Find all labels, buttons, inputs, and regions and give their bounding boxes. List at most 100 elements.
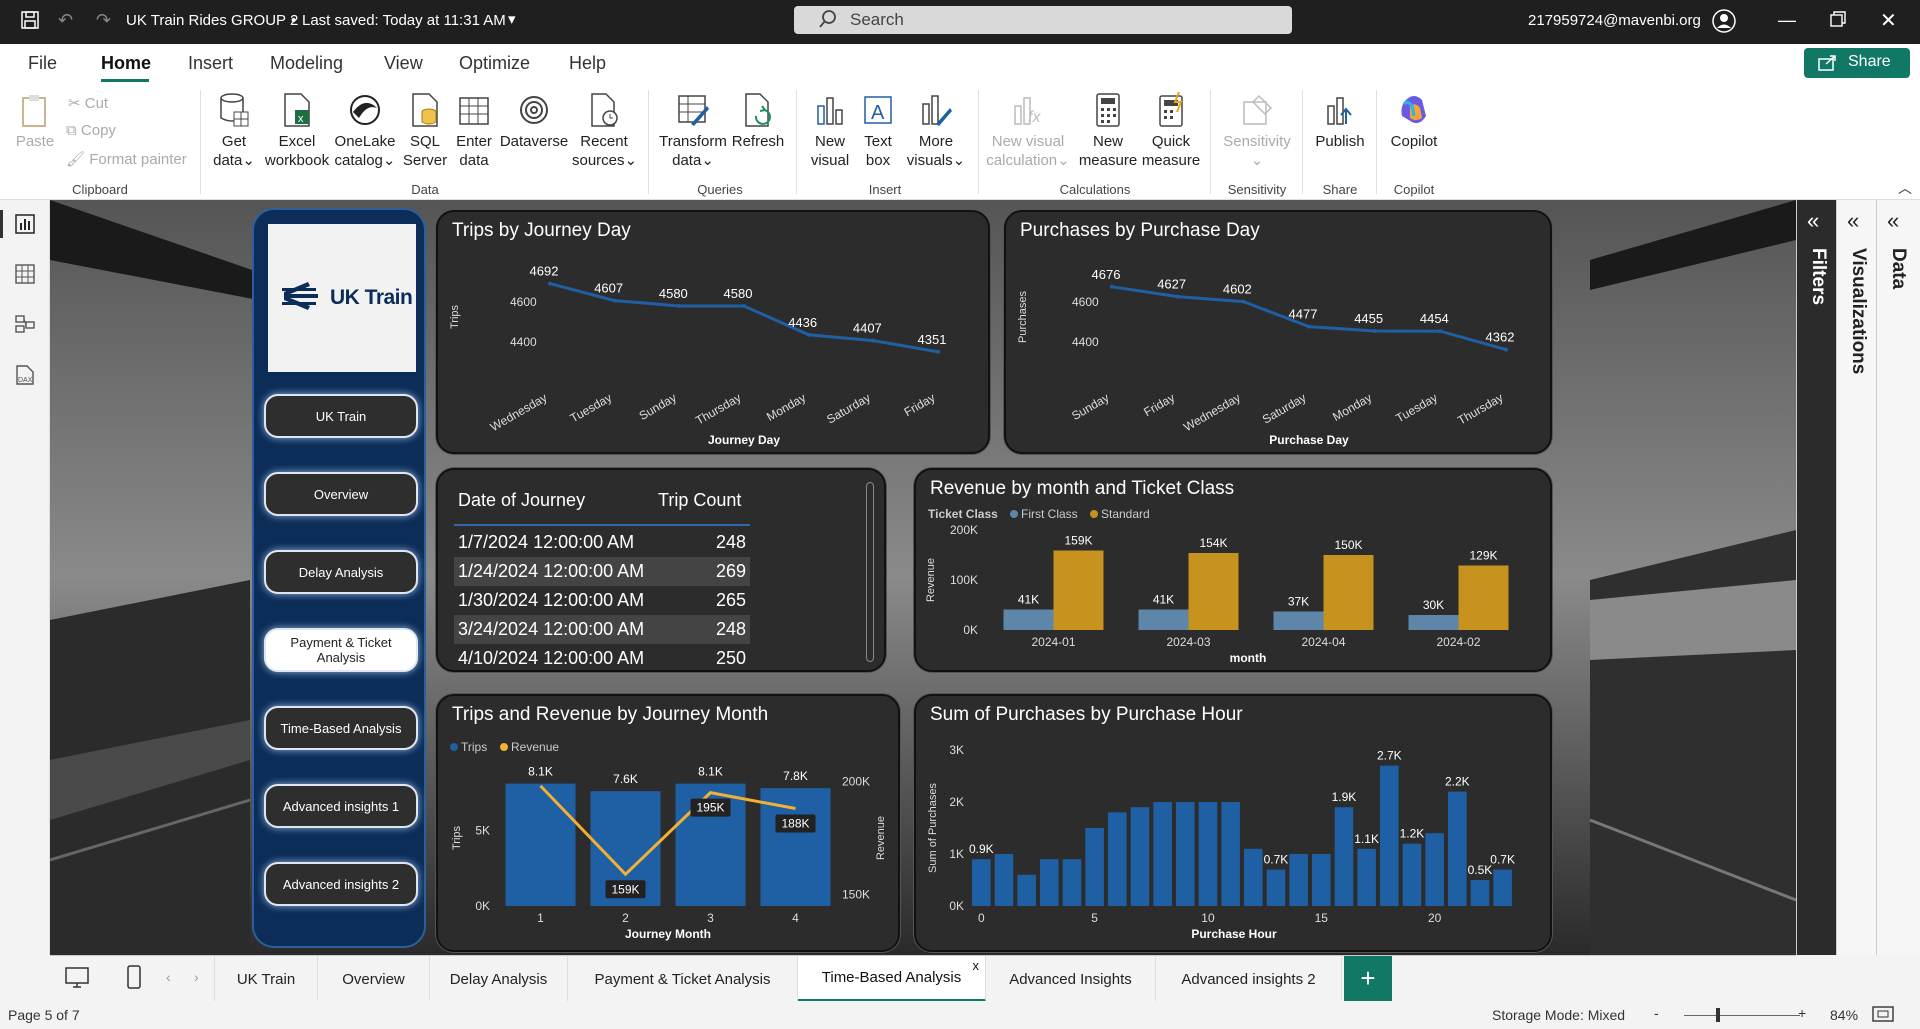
date-trip-table-card[interactable]: Date of Journey Trip Count 1/7/2024 12:0…: [436, 468, 886, 672]
mobile-layout-icon[interactable]: [126, 964, 142, 995]
prev-page-icon[interactable]: ‹: [166, 969, 171, 985]
onelake-catalog-button[interactable]: OneLake catalog⌄: [334, 92, 396, 170]
nav-delay-analysis-button[interactable]: Delay Analysis: [264, 550, 418, 594]
enter-data-button[interactable]: Enter data: [452, 92, 496, 170]
nav-time-based-button[interactable]: Time-Based Analysis: [264, 706, 418, 750]
publish-button[interactable]: Publish: [1310, 92, 1370, 151]
purchases-by-hour-card[interactable]: Sum of Purchases by Purchase Hour Sum of…: [914, 694, 1552, 952]
tab-advanced-insights-2[interactable]: Advanced insights 2: [1156, 956, 1342, 1002]
menu-home[interactable]: Home: [101, 53, 152, 73]
tab-advanced-insights[interactable]: Advanced Insights: [986, 956, 1156, 1002]
search-input[interactable]: Search: [794, 6, 1292, 34]
fit-to-page-icon[interactable]: [1872, 1005, 1894, 1026]
text-box-button[interactable]: A Text box: [856, 92, 900, 170]
save-icon[interactable]: [20, 10, 40, 34]
nav-payment-ticket-button[interactable]: Payment & Ticket Analysis: [264, 628, 418, 672]
purchases-by-purchase-day-card[interactable]: Purchases by Purchase Day 4600 4400 Purcha…: [1004, 210, 1552, 454]
zoom-slider-thumb[interactable]: [1716, 1008, 1720, 1022]
data-pane-collapsed[interactable]: « Data: [1876, 200, 1920, 955]
menu-optimize[interactable]: Optimize: [459, 53, 531, 73]
zoom-out-icon[interactable]: -: [1654, 1005, 1659, 1021]
zoom-in-icon[interactable]: +: [1798, 1005, 1807, 1021]
revenue-by-month-card[interactable]: Revenue by month and Ticket Class Ticket…: [914, 468, 1552, 672]
dataverse-icon: [518, 92, 550, 128]
copy-button[interactable]: ⧉ Copy: [66, 122, 116, 139]
table-view-icon[interactable]: [15, 264, 35, 289]
format-painter-button[interactable]: 🖌 Format painter: [66, 150, 187, 168]
nav-overview-button[interactable]: Overview: [264, 472, 418, 516]
paste-button[interactable]: Paste: [10, 92, 60, 151]
column-header-date[interactable]: Date of Journey: [458, 490, 586, 510]
table-row[interactable]: 1/7/2024 12:00:00 AM 248: [454, 528, 750, 557]
tab-overview[interactable]: Overview: [318, 956, 430, 1002]
more-visuals-button[interactable]: More visuals⌄: [904, 92, 968, 170]
sql-server-button[interactable]: SQL Server: [400, 92, 450, 170]
column-header-trip-count[interactable]: Trip Count: [658, 490, 742, 510]
nav-advanced-1-button[interactable]: Advanced insights 1: [264, 784, 418, 828]
table-scrollbar[interactable]: [866, 482, 874, 662]
minimize-icon[interactable]: —: [1778, 10, 1796, 30]
share-button[interactable]: Share ⌵: [1804, 48, 1910, 88]
recent-sources-button[interactable]: Recent sources⌄: [572, 92, 637, 170]
quick-measure-button[interactable]: Quick measure: [1140, 91, 1202, 170]
copilot-button[interactable]: Copilot: [1384, 92, 1444, 151]
new-measure-button[interactable]: New measure: [1076, 92, 1140, 170]
trips-revenue-by-month-card[interactable]: Trips and Revenue by Journey Month Trips…: [436, 694, 900, 952]
expand-visualizations-icon[interactable]: «: [1847, 208, 1860, 233]
onelake-label: OneLake catalog: [334, 133, 396, 169]
refresh-button[interactable]: Refresh: [730, 92, 786, 151]
bar-hour: [1266, 869, 1286, 906]
next-page-icon[interactable]: ›: [194, 969, 199, 985]
new-visual-calc-label: New visual calculation: [986, 133, 1065, 169]
add-page-button[interactable]: +: [1344, 956, 1392, 1002]
restore-icon[interactable]: [1830, 11, 1846, 31]
cut-button[interactable]: ✂ Cut: [68, 94, 108, 112]
x-axis-label: Purchase Day: [1269, 433, 1349, 447]
search-icon: [818, 9, 838, 34]
menu-modeling[interactable]: Modeling: [270, 53, 344, 73]
nav-uk-train-button[interactable]: UK Train: [264, 394, 418, 438]
visualizations-pane-collapsed[interactable]: « Visualizations: [1836, 200, 1876, 955]
new-visual-button[interactable]: New visual: [804, 92, 856, 170]
table-row[interactable]: 1/30/2024 12:00:00 AM 265: [454, 586, 750, 615]
report-view-icon[interactable]: [15, 214, 35, 239]
collapse-ribbon-icon[interactable]: ︿: [1898, 180, 1912, 196]
menu-file[interactable]: File: [28, 53, 58, 73]
dax-query-view-icon[interactable]: DAX: [14, 364, 36, 391]
get-data-button[interactable]: Get data⌄: [210, 92, 258, 170]
close-icon[interactable]: ✕: [1880, 10, 1897, 32]
trips-by-journey-day-card[interactable]: Trips by Journey Day 4600 4400 Trips 4692 We…: [436, 210, 990, 454]
zoom-slider-track[interactable]: [1684, 1015, 1800, 1016]
copilot-label: Copilot: [1390, 133, 1438, 150]
table-row[interactable]: 4/10/2024 12:00:00 AM 250: [454, 644, 750, 673]
expand-filters-icon[interactable]: «: [1807, 208, 1820, 233]
transform-data-button[interactable]: Transform data⌄: [656, 92, 730, 170]
filters-pane-collapsed[interactable]: « Filters: [1796, 200, 1836, 955]
new-visual-calculation-button[interactable]: fx New visual calculation⌄: [986, 92, 1070, 170]
account-icon[interactable]: [1712, 9, 1736, 37]
nav-advanced-2-button[interactable]: Advanced insights 2: [264, 862, 418, 906]
table-row[interactable]: 1/24/2024 12:00:00 AM 269: [454, 557, 750, 586]
model-view-icon[interactable]: [15, 314, 35, 339]
redo-icon[interactable]: ↷: [96, 10, 112, 30]
menu-insert[interactable]: Insert: [188, 53, 234, 73]
chevron-down-icon[interactable]: ▾: [508, 11, 516, 28]
tab-uk-train[interactable]: UK Train: [214, 956, 318, 1002]
revenue-data-label: 195K: [696, 801, 724, 815]
excel-workbook-button[interactable]: x Excel workbook: [262, 92, 332, 170]
y-tick-label: 0K: [949, 899, 964, 913]
close-tab-icon[interactable]: x: [972, 958, 980, 973]
desktop-layout-icon[interactable]: [64, 966, 90, 995]
undo-icon[interactable]: ↶: [58, 10, 74, 30]
sensitivity-button[interactable]: Sensitivity ⌄: [1218, 92, 1296, 170]
table-row[interactable]: 3/24/2024 12:00:00 AM 248: [454, 615, 750, 644]
menu-view[interactable]: View: [384, 53, 423, 73]
tab-delay-analysis[interactable]: Delay Analysis: [430, 956, 568, 1002]
dataverse-button[interactable]: Dataverse: [498, 92, 570, 151]
tab-payment-ticket[interactable]: Payment & Ticket Analysis: [568, 956, 798, 1002]
menu-help[interactable]: Help: [569, 53, 607, 73]
legend-standard: Standard: [1101, 507, 1150, 521]
paste-label: Paste: [15, 133, 55, 150]
tab-time-based[interactable]: Time-Based Analysis x: [798, 956, 986, 1002]
expand-data-icon[interactable]: «: [1887, 208, 1900, 233]
